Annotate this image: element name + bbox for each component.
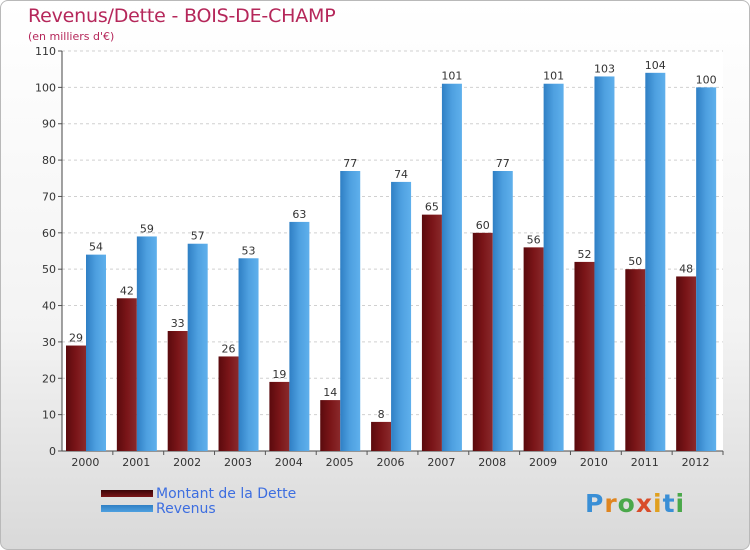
bar-dette [167, 331, 188, 451]
x-tick-label: 2001 [122, 456, 150, 469]
logo-letter: P [585, 489, 605, 518]
bar-dette [116, 298, 137, 451]
data-label: 57 [191, 230, 205, 243]
bar-revenus [543, 83, 564, 452]
y-tick-label: 40 [42, 300, 56, 313]
data-label: 53 [242, 244, 256, 257]
x-tick-label: 2007 [427, 456, 455, 469]
data-label: 48 [679, 262, 693, 275]
bar-dette [269, 381, 290, 451]
data-label: 77 [343, 157, 357, 170]
bar-revenus [340, 171, 361, 451]
y-tick-label: 30 [42, 336, 56, 349]
legend-label-dette: Montant de la Dette [156, 485, 297, 502]
data-label: 104 [645, 59, 666, 72]
bar-dette [66, 345, 86, 451]
logo-letter: i [653, 489, 663, 518]
y-tick-label: 100 [35, 81, 56, 94]
data-label: 65 [425, 201, 439, 214]
bar-dette [523, 247, 544, 451]
data-label: 33 [171, 317, 185, 330]
x-tick-label: 2006 [377, 456, 405, 469]
data-label: 101 [441, 70, 462, 83]
data-label: 103 [594, 62, 615, 75]
logo-letter: o [617, 489, 636, 518]
y-tick-label: 90 [42, 118, 56, 131]
bar-dette [574, 261, 595, 451]
x-tick-label: 2009 [529, 456, 557, 469]
chart-subtitle: (en milliers d'€) [28, 30, 115, 43]
data-label: 42 [120, 284, 134, 297]
bar-revenus [187, 243, 208, 451]
data-label: 56 [527, 233, 541, 246]
legend-item-revenus: Revenus [101, 500, 296, 517]
chart-title: Revenus/Dette - BOIS-DE-CHAMP [28, 5, 336, 27]
logo-letter: t [662, 489, 676, 518]
legend-swatch-dette [101, 490, 153, 497]
y-tick-label: 0 [49, 445, 56, 458]
bar-revenus [391, 181, 412, 451]
y-tick-label: 20 [42, 372, 56, 385]
bar-revenus [645, 72, 666, 452]
bar-revenus [238, 258, 259, 451]
x-tick-label: 2000 [71, 456, 99, 469]
x-tick-label: 2012 [682, 456, 710, 469]
x-tick-label: 2008 [478, 456, 506, 469]
bar-dette [421, 214, 442, 451]
y-tick-label: 110 [35, 45, 56, 58]
data-label: 54 [89, 241, 103, 254]
x-tick-label: 2002 [173, 456, 201, 469]
legend-item-dette: Montant de la Dette [101, 485, 297, 502]
logo-letter: r [604, 489, 618, 518]
x-tick-label: 2005 [326, 456, 354, 469]
bar-revenus [86, 254, 106, 451]
data-label: 59 [140, 222, 154, 235]
bar-revenus [492, 171, 513, 451]
data-label: 101 [543, 70, 564, 83]
data-label: 100 [696, 73, 717, 86]
bar-revenus [136, 236, 157, 451]
y-tick-label: 50 [42, 263, 56, 276]
legend-label-revenus: Revenus [156, 500, 216, 517]
x-tick-label: 2003 [224, 456, 252, 469]
data-label: 14 [323, 386, 337, 399]
bar-dette [371, 421, 392, 451]
data-label: 77 [496, 157, 510, 170]
data-label: 50 [628, 255, 642, 268]
data-label: 60 [476, 219, 490, 232]
proxiti-logo: Proxiti [585, 489, 685, 518]
y-tick-label: 70 [42, 190, 56, 203]
y-tick-label: 10 [42, 409, 56, 422]
x-tick-label: 2004 [275, 456, 303, 469]
data-label: 52 [577, 248, 591, 261]
data-label: 19 [272, 368, 286, 381]
data-label: 8 [378, 408, 385, 421]
bar-dette [320, 400, 341, 451]
logo-letter: i [675, 489, 686, 518]
data-label: 26 [222, 342, 236, 355]
bar-revenus [289, 221, 310, 451]
logo-letter: x [635, 489, 653, 518]
data-label: 74 [394, 168, 408, 181]
legend-swatch-revenus [101, 505, 153, 512]
y-tick-label: 80 [42, 154, 56, 167]
x-tick-label: 2011 [631, 456, 659, 469]
bar-revenus [594, 76, 615, 452]
legend: Montant de la Dette Revenus [101, 485, 297, 517]
bar-revenus [441, 83, 462, 452]
bar-revenus [696, 87, 717, 451]
bar-dette [472, 232, 493, 451]
data-label: 29 [69, 332, 83, 345]
data-label: 63 [292, 208, 306, 221]
y-tick-label: 60 [42, 227, 56, 240]
bar-dette [218, 356, 239, 451]
x-tick-label: 2010 [580, 456, 608, 469]
bar-dette [676, 276, 697, 451]
bar-dette [625, 269, 646, 451]
